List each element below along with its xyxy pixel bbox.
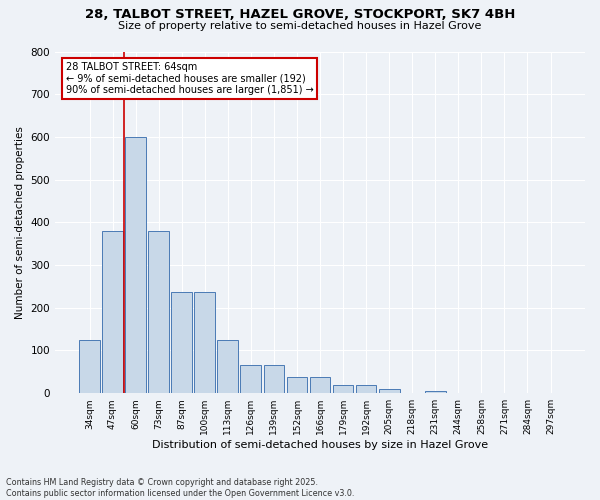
Text: Size of property relative to semi-detached houses in Hazel Grove: Size of property relative to semi-detach… <box>118 21 482 31</box>
Bar <box>172 292 192 393</box>
Text: Contains HM Land Registry data © Crown copyright and database right 2025.
Contai: Contains HM Land Registry data © Crown c… <box>6 478 355 498</box>
Bar <box>332 384 353 393</box>
Text: 28, TALBOT STREET, HAZEL GROVE, STOCKPORT, SK7 4BH: 28, TALBOT STREET, HAZEL GROVE, STOCKPOR… <box>85 8 515 20</box>
Bar <box>379 389 400 393</box>
Bar <box>102 231 123 393</box>
Bar <box>263 366 284 393</box>
Bar <box>287 377 307 393</box>
Bar <box>217 340 238 393</box>
Bar <box>148 231 169 393</box>
Text: 28 TALBOT STREET: 64sqm
← 9% of semi-detached houses are smaller (192)
90% of se: 28 TALBOT STREET: 64sqm ← 9% of semi-det… <box>65 62 313 95</box>
Bar <box>310 377 331 393</box>
Bar <box>425 391 446 393</box>
Bar <box>356 384 376 393</box>
Y-axis label: Number of semi-detached properties: Number of semi-detached properties <box>15 126 25 319</box>
Bar <box>125 137 146 393</box>
X-axis label: Distribution of semi-detached houses by size in Hazel Grove: Distribution of semi-detached houses by … <box>152 440 488 450</box>
Bar <box>241 366 261 393</box>
Bar <box>79 340 100 393</box>
Bar <box>194 292 215 393</box>
